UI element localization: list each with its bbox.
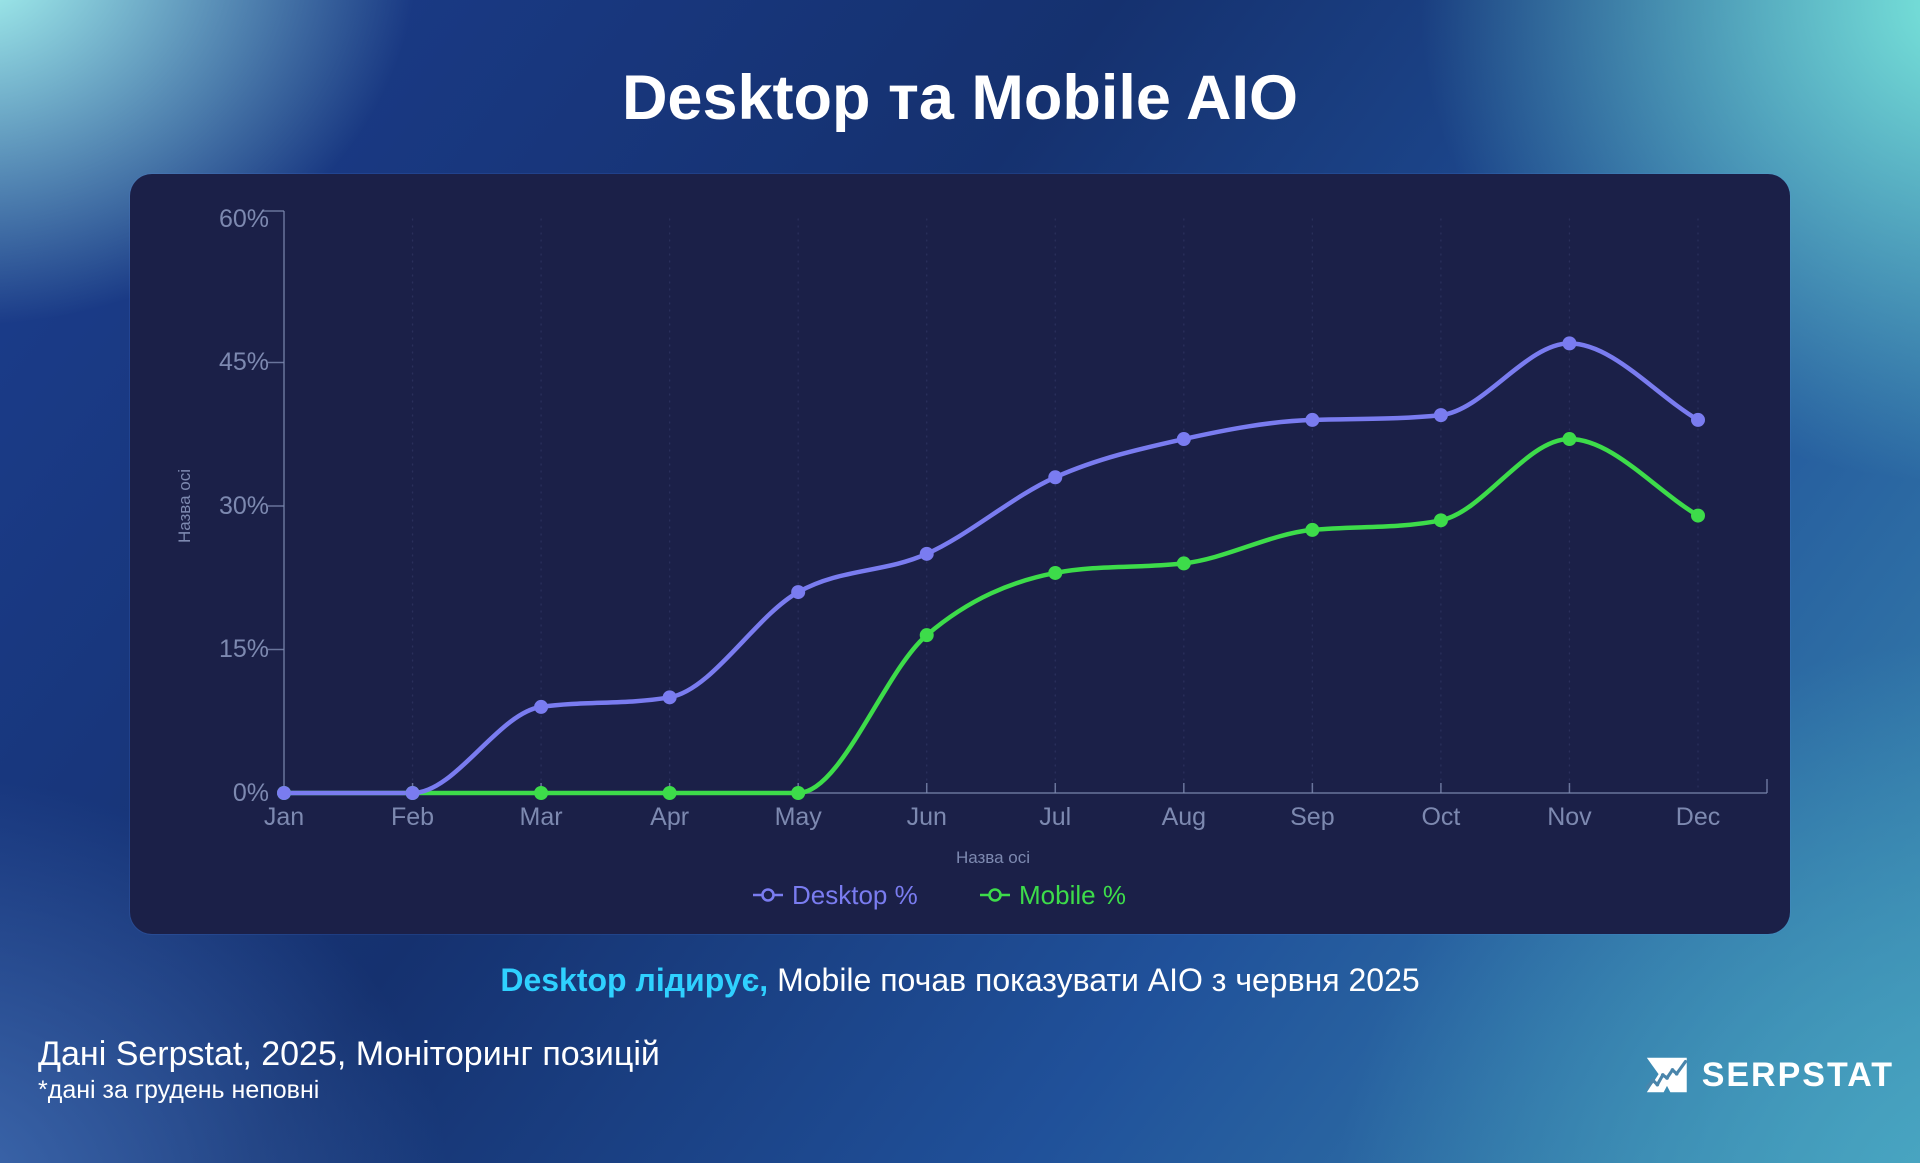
svg-text:Oct: Oct <box>1421 803 1460 831</box>
svg-text:Feb: Feb <box>391 803 434 831</box>
svg-text:Назва осі: Назва осі <box>175 469 194 543</box>
svg-text:Sep: Sep <box>1290 803 1334 831</box>
svg-text:60%: 60% <box>219 205 269 233</box>
svg-text:Desktop %: Desktop % <box>792 880 918 910</box>
svg-text:Jan: Jan <box>264 803 304 831</box>
svg-text:May: May <box>775 803 823 831</box>
svg-text:Apr: Apr <box>650 803 689 831</box>
svg-text:Aug: Aug <box>1162 803 1206 831</box>
svg-text:30%: 30% <box>219 492 269 520</box>
svg-text:Jun: Jun <box>907 803 947 831</box>
svg-text:Nov: Nov <box>1547 803 1592 831</box>
svg-text:Назва осі: Назва осі <box>956 848 1030 867</box>
svg-text:Dec: Dec <box>1676 803 1720 831</box>
svg-text:15%: 15% <box>219 635 269 663</box>
svg-text:45%: 45% <box>219 348 269 376</box>
svg-text:Mar: Mar <box>520 803 563 831</box>
svg-text:Mobile %: Mobile % <box>1019 880 1126 910</box>
svg-text:Jul: Jul <box>1039 803 1071 831</box>
